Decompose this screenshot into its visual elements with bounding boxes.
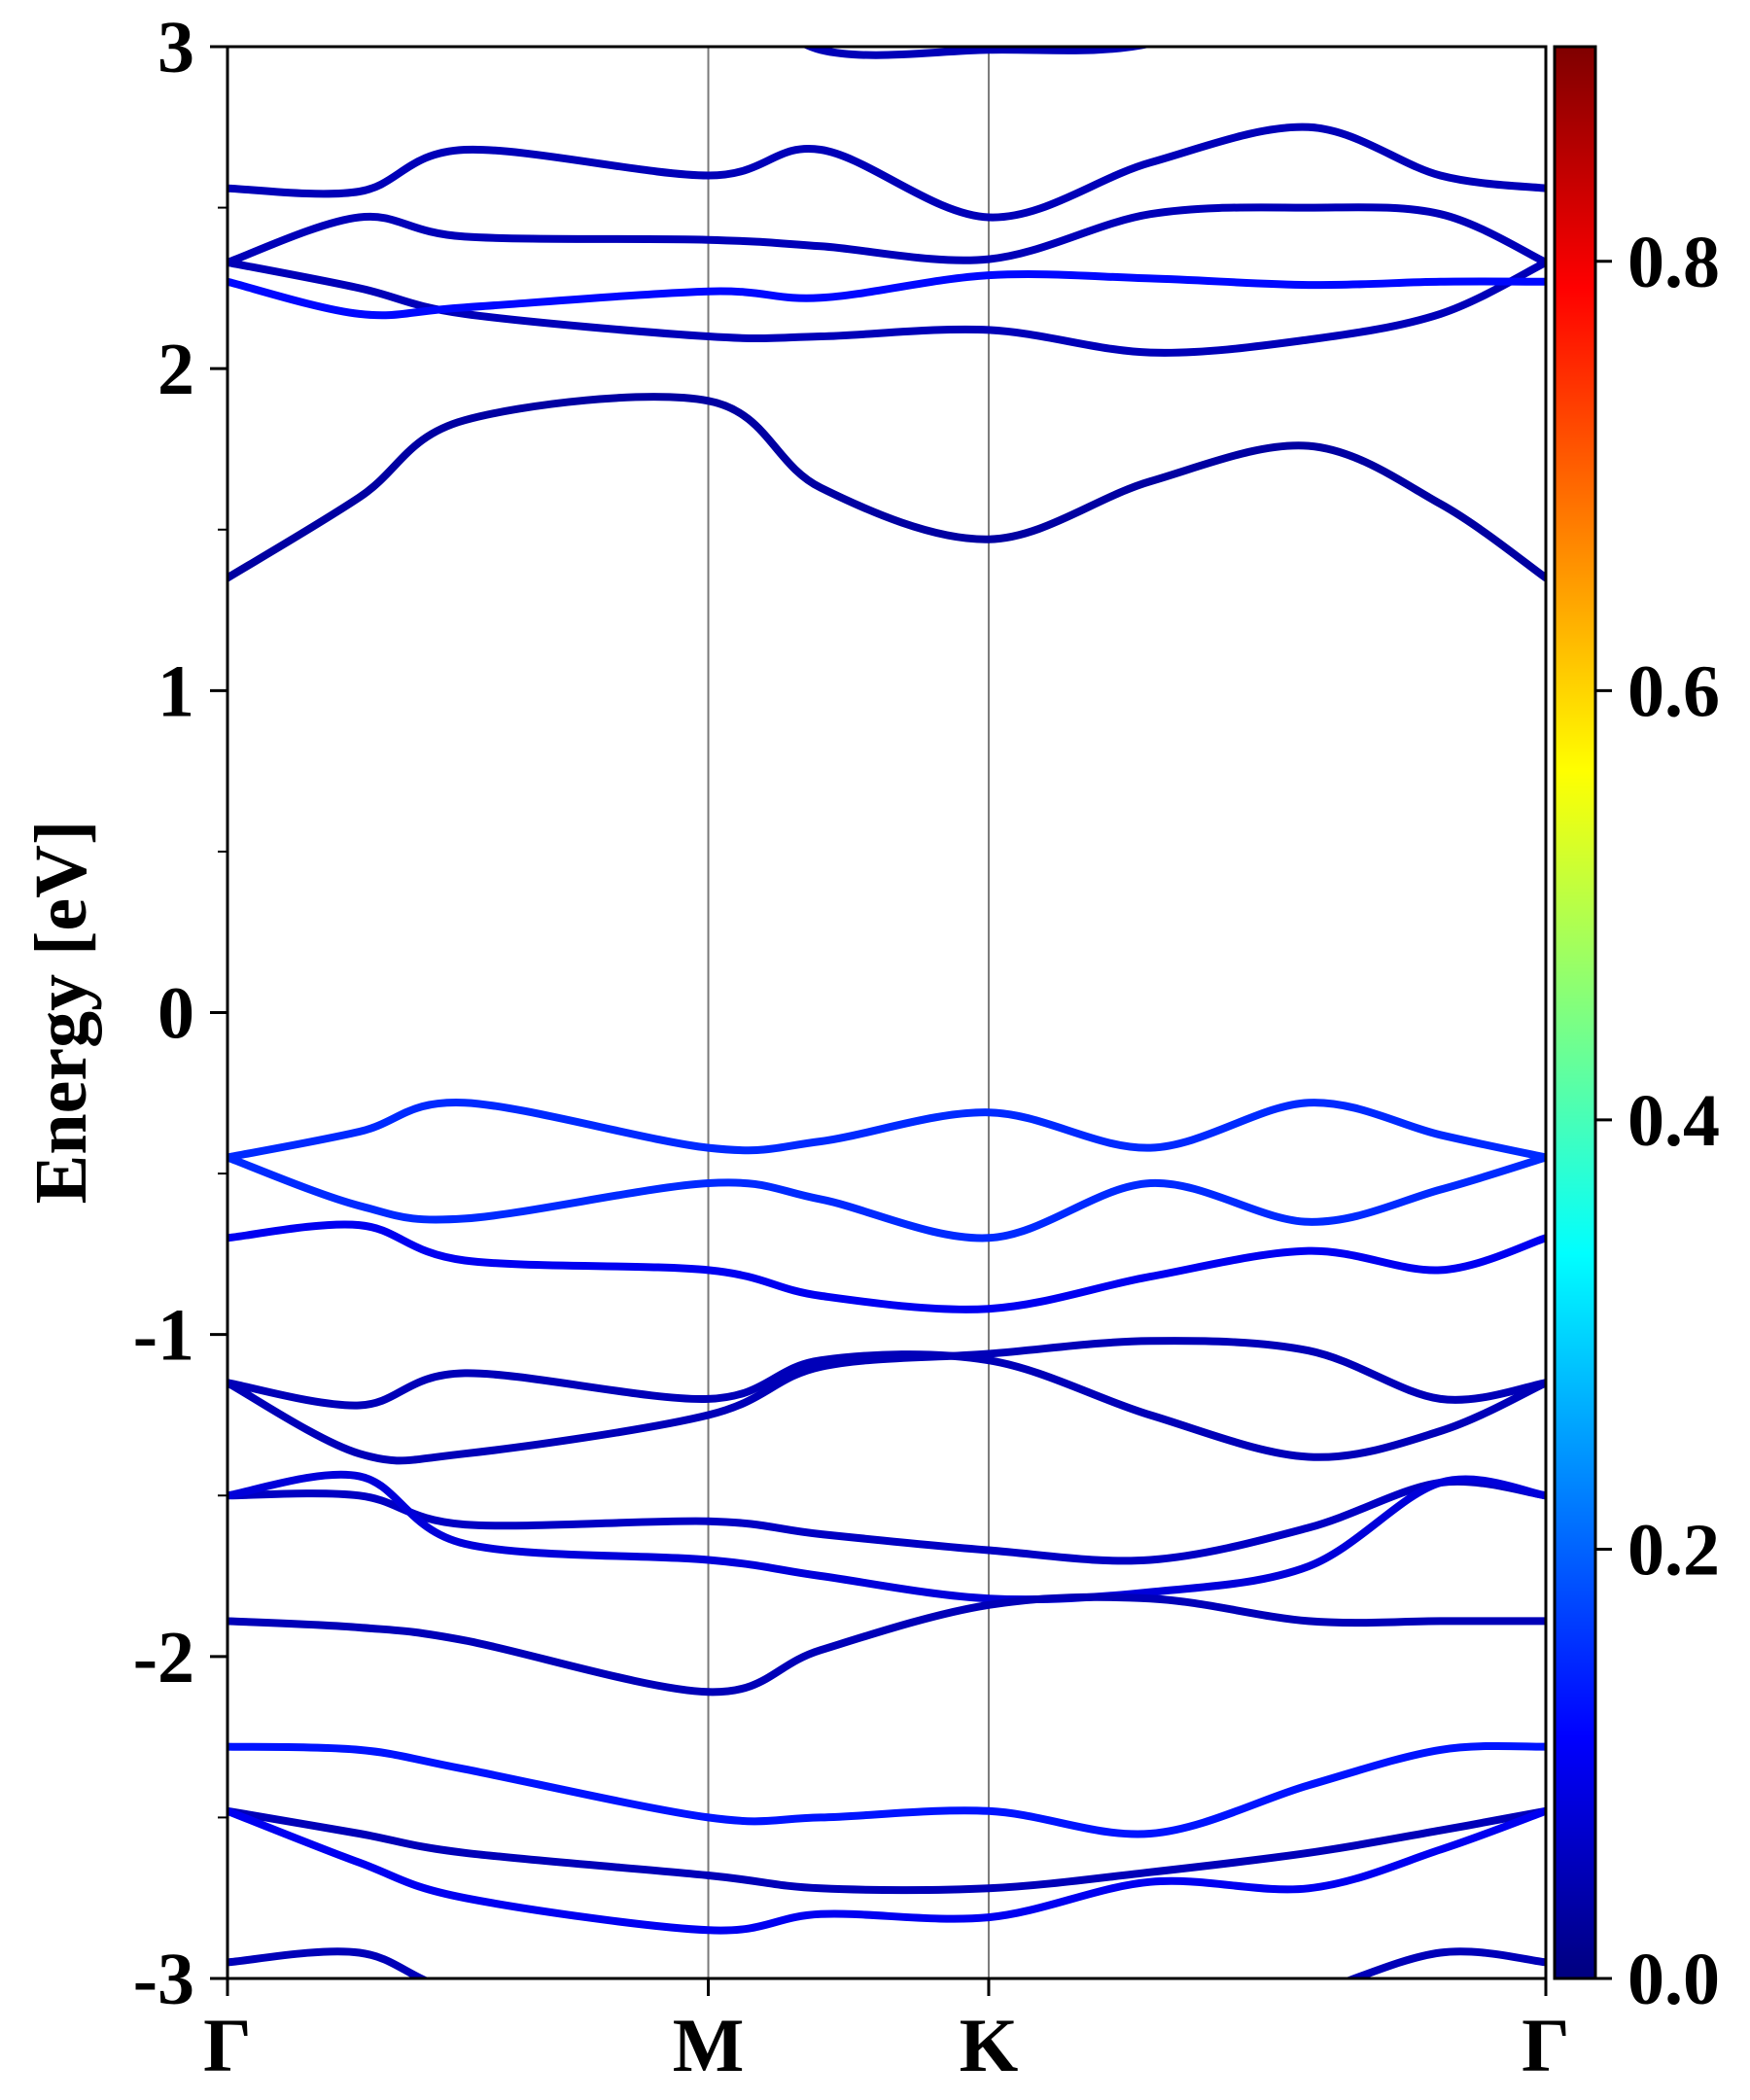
band-line-12 [228, 1470, 1546, 1604]
y-tick-label: -3 [133, 1939, 194, 2020]
band-line-18 [801, 47, 1154, 59]
kpoint-lines [707, 47, 990, 1978]
x-tick-label: Γ [203, 2003, 252, 2087]
colorbar-tick-label: 0.6 [1628, 650, 1720, 732]
colorbar-axis: 0.0 0.2 0.4 0.6 0.8 [1595, 222, 1720, 2020]
band-line-14 [228, 1741, 1546, 1838]
band-line-13 [228, 1592, 1546, 1697]
colorbar-tick-label: 0.8 [1628, 222, 1720, 303]
x-tick-label: Γ [1522, 2003, 1570, 2087]
band-line-17 [228, 1947, 1546, 1978]
band-lines [228, 47, 1546, 1978]
band-line-2 [228, 203, 1546, 266]
colorbar [1553, 45, 1597, 1980]
colorbar-tick-label: 0.2 [1628, 1509, 1720, 1591]
y-tick-label: 0 [158, 973, 194, 1055]
y-axis: 3 2 1 0 -1 -2 -3 [133, 7, 228, 2020]
colorbar-tick-label: 0.0 [1628, 1939, 1720, 2020]
x-tick-label: K [960, 2003, 1019, 2087]
band-line-15 [228, 1806, 1546, 1895]
y-tick-label: -2 [133, 1617, 194, 1698]
band-line-1 [228, 122, 1546, 222]
plot-area [228, 47, 1546, 1978]
y-axis-label: Energy [eV] [20, 821, 102, 1205]
colorbar-tick-label: 0.4 [1628, 1080, 1720, 1162]
y-tick-label: -1 [133, 1295, 194, 1377]
band-line-5 [228, 393, 1546, 582]
band-line-8 [228, 1220, 1546, 1313]
band-line-10 [228, 1337, 1546, 1465]
x-tick-label: M [673, 2003, 745, 2087]
band-line-6 [228, 1099, 1546, 1162]
band-line-7 [228, 1153, 1546, 1242]
y-tick-label: 1 [158, 650, 194, 732]
band-line-16 [228, 1806, 1546, 1935]
y-tick-label: 2 [158, 329, 194, 410]
y-tick-label: 3 [158, 7, 194, 88]
band-line-4 [228, 269, 1546, 320]
band-line-3 [228, 258, 1546, 357]
